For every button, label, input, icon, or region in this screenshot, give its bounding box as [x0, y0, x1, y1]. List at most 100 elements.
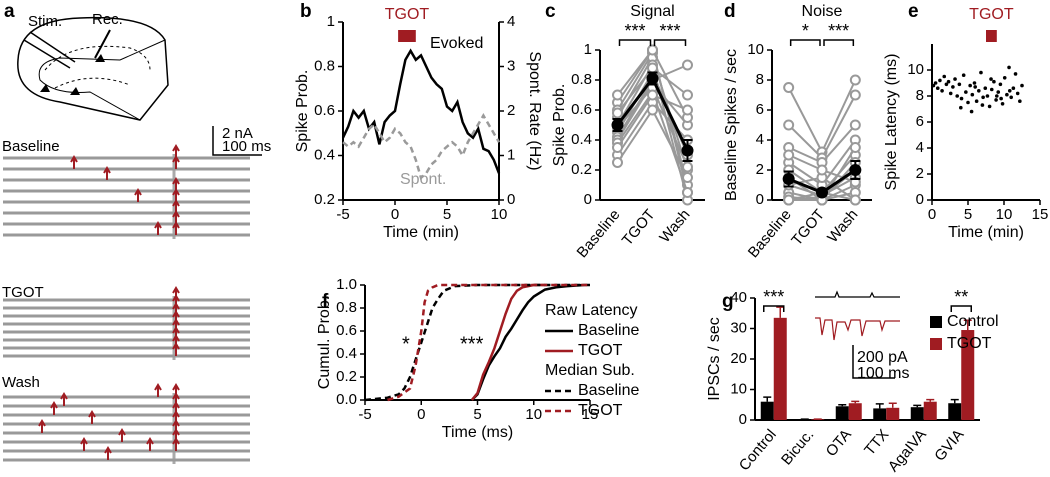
point	[973, 85, 977, 89]
condition-label: Wash	[2, 374, 40, 391]
cell-point	[849, 89, 861, 101]
cell-point	[783, 194, 795, 206]
condition-label: TGOT	[2, 284, 44, 301]
x-tick-label: GVIA	[931, 426, 967, 464]
panel-label: e	[908, 1, 919, 22]
y2-tick-label: 3	[507, 57, 515, 74]
y-tick-label: 0.2	[314, 191, 335, 208]
slice-inner	[38, 39, 166, 121]
y-tick-label: 0.8	[314, 57, 335, 74]
x-tick-label: 0	[928, 206, 936, 223]
y-tick-label: 0.0	[336, 391, 357, 408]
y2-tick-label: 1	[507, 146, 515, 163]
point	[940, 89, 944, 93]
error-bar	[776, 306, 785, 318]
y-tick-label: 4	[916, 139, 924, 156]
panel-label: f	[322, 291, 329, 312]
point	[931, 83, 936, 88]
bar	[948, 403, 962, 420]
point	[994, 98, 998, 102]
y-tick-label: 0.8	[571, 71, 592, 88]
scale-current: 200 pA	[857, 349, 908, 366]
spike	[172, 155, 180, 169]
cell-point	[682, 172, 693, 183]
legend-label: Baseline	[578, 382, 639, 399]
tgot-bar	[398, 30, 416, 42]
point	[964, 90, 968, 94]
x-tick-label: 0	[391, 206, 399, 223]
point	[1020, 83, 1024, 88]
point	[944, 82, 949, 87]
x-tick-label: 10	[491, 206, 508, 223]
series-line	[471, 283, 585, 401]
bar	[773, 317, 787, 420]
cell-layer	[54, 77, 131, 89]
slice-outline	[17, 16, 169, 121]
point	[938, 78, 942, 83]
y-tick-label: 0.6	[336, 322, 357, 339]
point	[989, 77, 993, 81]
y2-tick-label: 2	[507, 102, 515, 119]
point	[974, 99, 979, 103]
spike	[172, 342, 180, 356]
significance: ***	[624, 21, 645, 41]
spike	[88, 410, 96, 424]
spike	[104, 446, 112, 460]
y-tick-label: 0.4	[571, 131, 592, 148]
series-label: Evoked	[430, 35, 483, 52]
cell-point	[816, 164, 828, 176]
y2-label: Spont. Rate (Hz)	[526, 51, 543, 170]
inset-trace	[815, 290, 900, 298]
cell-point	[682, 161, 693, 173]
point	[979, 70, 983, 75]
error-bar	[888, 402, 897, 408]
y-label: Spike Latency (ms)	[883, 54, 900, 191]
y-label: Cumul. Prob.	[316, 296, 333, 389]
cell-point	[849, 142, 861, 153]
y-tick-label: 2	[756, 161, 764, 178]
y-tick-label: 20	[730, 350, 747, 367]
y-tick-label: 0.8	[336, 299, 357, 316]
y-tick-label: 0.2	[336, 368, 357, 385]
neurons	[40, 54, 105, 95]
y-tick-label: 0.4	[336, 345, 357, 362]
spike	[80, 437, 88, 451]
x-tick-label: Baseline	[574, 206, 624, 261]
chart-title: Noise	[802, 3, 843, 20]
legend-label: Control	[947, 313, 999, 330]
bar	[873, 408, 887, 420]
cell-point	[612, 89, 623, 101]
annotation: ***	[460, 333, 484, 355]
scale-current: 2 nA	[222, 125, 253, 142]
point	[1018, 99, 1022, 103]
y-tick-label: 6	[916, 113, 924, 130]
bracket	[618, 39, 652, 46]
annotation: TGOT	[969, 6, 1014, 23]
rec-electrode	[94, 29, 111, 59]
point	[998, 82, 1003, 87]
bracket	[950, 305, 972, 312]
spike	[70, 155, 78, 169]
bar	[923, 401, 937, 420]
x-tick-label: Wash	[824, 206, 861, 246]
error-bar	[963, 319, 972, 331]
point	[969, 109, 974, 114]
mean-point	[646, 72, 659, 85]
y-tick-label: 0	[739, 411, 747, 428]
cell-point	[647, 44, 658, 56]
y-tick-label: 1	[327, 13, 335, 30]
scale-bar	[212, 126, 262, 156]
cell-point	[612, 157, 623, 168]
y-tick-label: 0	[916, 191, 924, 208]
y-tick-label: 30	[730, 319, 747, 336]
spike	[154, 383, 162, 397]
point	[980, 103, 985, 107]
x-tick-label: Baseline	[745, 206, 795, 261]
point	[955, 94, 959, 98]
y-tick-label: 1	[584, 41, 592, 58]
stim-electrode	[23, 39, 71, 69]
point	[995, 94, 999, 98]
series-line	[470, 283, 545, 401]
significance: *	[802, 21, 809, 41]
